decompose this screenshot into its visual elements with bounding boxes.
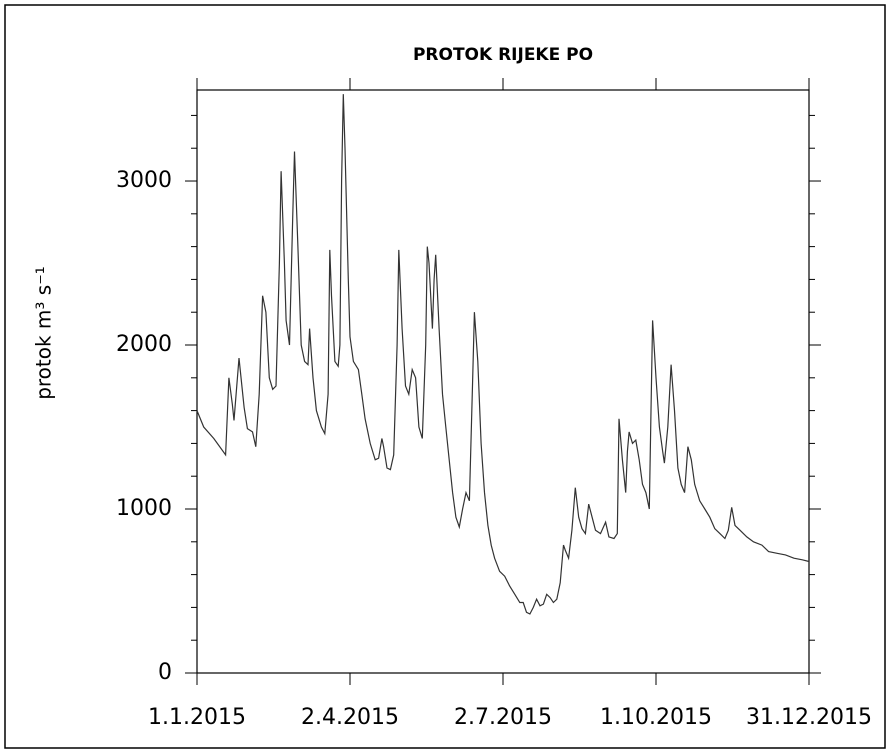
x-tick-label: 2.4.2015: [301, 705, 399, 730]
x-tick-label: 2.7.2015: [454, 705, 552, 730]
x-tick-label: 1.1.2015: [148, 705, 246, 730]
y-tick-label: 1000: [116, 496, 172, 521]
y-tick-label: 2000: [116, 332, 172, 357]
data-line: [196, 94, 810, 615]
y-tick-label: 0: [158, 660, 172, 685]
x-tick-label: 1.10.2015: [600, 705, 712, 730]
y-axis-label: protok m³ s⁻¹: [32, 266, 56, 400]
x-tick-label: 31.12.2015: [746, 705, 872, 730]
chart-title: PROTOK RIJEKE PO: [413, 45, 593, 65]
frame: [4, 4, 886, 749]
plot-frame: [196, 89, 810, 674]
y-tick-label: 3000: [116, 168, 172, 193]
